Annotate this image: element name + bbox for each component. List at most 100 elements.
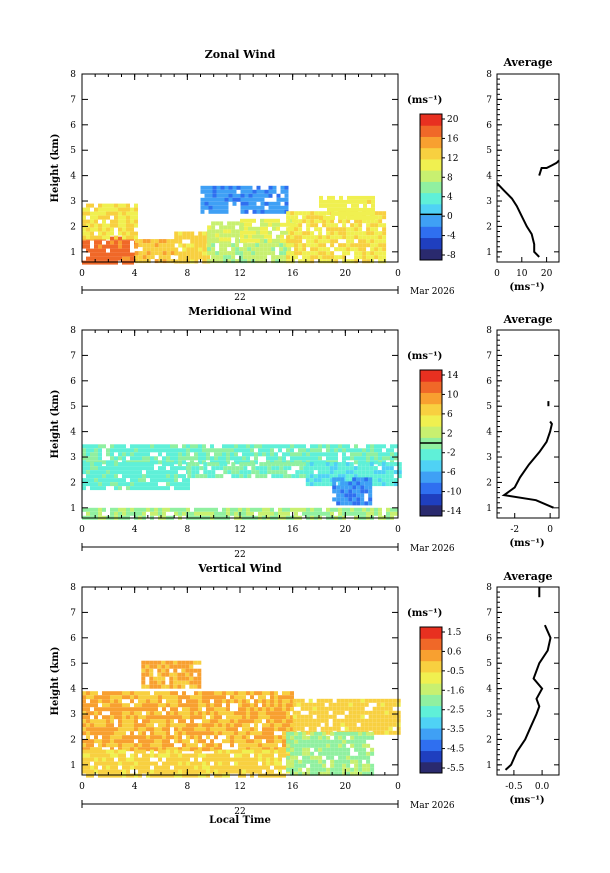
meridional-xtick-label: 0: [395, 525, 401, 535]
meridional-avg-ytick-label: 3: [486, 453, 492, 463]
zonal-ytick-label: 4: [70, 172, 76, 182]
zonal-avg-ytick-label: 1: [486, 248, 492, 258]
meridional-xtick-label: 4: [132, 525, 138, 535]
vertical-colorbar-segment: [420, 638, 442, 650]
zonal-ylabel: Height (km): [50, 134, 61, 203]
meridional-colorbar-segment: [420, 403, 442, 416]
zonal-region: [200, 185, 289, 214]
meridional-avg-xtick-label: 0: [547, 525, 553, 535]
vertical-xtick-label: 8: [184, 782, 190, 792]
zonal-colorbar-label: -8: [447, 251, 456, 261]
zonal-avg-xlabel: (ms⁻¹): [509, 282, 544, 293]
vertical-colorbar-segment: [420, 716, 442, 729]
zonal-ytick-label: 5: [70, 146, 76, 156]
meridional-ytick-label: 7: [70, 351, 76, 361]
zonal-colorbar-label: 20: [447, 115, 459, 125]
zonal-ytick-label: 8: [70, 70, 76, 80]
zonal-avg-profile: 1 2 3 4 5 6 7 8 0 10 20: [486, 70, 560, 279]
vertical-colorbar-segment: [420, 671, 442, 684]
vertical-region: [82, 749, 294, 778]
meridional-avg-line: [501, 420, 555, 509]
zonal-colorbar-label: 0: [447, 212, 453, 222]
zonal-colorbar-segment: [420, 170, 442, 182]
vertical-avg-ytick-label: 7: [486, 608, 492, 618]
vertical-avg-ytick-label: 6: [486, 634, 492, 644]
zonal-colorbar-segment: [420, 158, 442, 171]
zonal-colorbar-label: 4: [447, 193, 453, 203]
vertical-avg-line: [504, 624, 552, 771]
meridional-colorbar-segment: [420, 482, 442, 495]
vertical-avg-ytick-label: 2: [486, 735, 492, 745]
meridional-colorbar-segment: [420, 381, 442, 393]
vertical-xtick-label: 0: [395, 782, 401, 792]
zonal-avg-frame: [496, 73, 560, 263]
vertical-xlabel: Local Time: [209, 815, 271, 826]
meridional-heatmap: [82, 444, 402, 520]
vertical-colorbar-label: -0.5: [447, 667, 465, 677]
vertical-ytick-label: 3: [70, 710, 76, 720]
meridional-avg-xlabel: (ms⁻¹): [509, 538, 544, 549]
vertical-colorbar-segment: [420, 761, 442, 774]
vertical-ytick-label: 5: [70, 659, 76, 669]
zonal-colorbar-segment: [420, 147, 442, 160]
meridional-colorbar-label: -10: [447, 488, 462, 498]
zonal-xtick-label: 20: [340, 269, 352, 279]
vertical-colorbar-segment: [420, 739, 442, 752]
vertical-avg-ytick-label: 8: [486, 583, 492, 593]
zonal-xtick-label: 16: [287, 269, 299, 279]
meridional-colorbar-label: 14: [447, 371, 459, 381]
zonal-colorbar-segment: [420, 136, 442, 149]
zonal-avg-ytick-label: 8: [486, 70, 492, 80]
vertical-region: [82, 691, 294, 752]
zonal-region: [134, 239, 175, 264]
meridional-xtick-label: 8: [184, 525, 190, 535]
zonal-colorbar-segment: [420, 215, 442, 227]
zonal-avg-ytick-label: 2: [486, 222, 492, 232]
zonal-xtick-label: 8: [184, 269, 190, 279]
zonal-region: [174, 231, 211, 264]
vertical-avg-ytick-label: 3: [486, 710, 492, 720]
zonal-xtick-label: 0: [395, 269, 401, 279]
zonal-avg-line-upper: [538, 159, 560, 176]
zonal-xtick-label: 0: [79, 269, 85, 279]
vertical-colorbar-segment: [420, 750, 442, 763]
meridional-colorbar-label: 2: [447, 429, 453, 439]
zonal-colorbar-frame: [419, 113, 443, 261]
meridional-colorbar-segment: [420, 504, 442, 517]
meridional-ytick-label: 4: [70, 428, 76, 438]
meridional-avg-ytick-label: 1: [486, 504, 492, 514]
vertical-region: [286, 731, 375, 776]
vertical-date-bar: 22 Mar 2026: [81, 800, 455, 817]
zonal-ytick-label: 3: [70, 197, 76, 207]
vertical-avg-ytick-label: 4: [486, 685, 492, 695]
meridional-colorbar-label: -14: [447, 507, 462, 517]
vertical-avg-profile: 1 2 3 4 5 6 7 8 -0.5 0.0: [486, 583, 559, 792]
meridional-avg-ytick-label: 5: [486, 402, 492, 412]
zonal-colorbar-segment: [420, 125, 442, 137]
meridional-xtick-label: 20: [340, 525, 352, 535]
zonal-avg-xtick-label: 20: [541, 269, 553, 279]
vertical-ytick-label: 1: [70, 761, 76, 771]
vertical-avg-xtick-label: 0.0: [535, 782, 550, 792]
vertical-colorbar-frame: [419, 626, 443, 774]
vertical-xtick-label: 12: [234, 782, 245, 792]
vertical-heatmap: [82, 660, 401, 778]
meridional-colorbar-segment: [420, 493, 442, 506]
meridional-colorbar-label: -6: [447, 468, 456, 478]
vertical-colorbar: 1.5 0.6 -0.5 -1.6 -2.5 -3.5 -4.5 -5.5: [419, 626, 465, 774]
zonal-colorbar-label: 12: [447, 154, 458, 164]
vertical-colorbar-segment: [420, 728, 442, 740]
zonal-avg-title: Average: [502, 56, 552, 69]
meridional-region: [187, 462, 308, 479]
meridional-xtick-label: 16: [287, 525, 299, 535]
meridional-colorbar-segment: [420, 414, 442, 427]
zonal-colorbar-unit: (ms⁻¹): [407, 95, 442, 106]
meridional-colorbar-unit: (ms⁻¹): [407, 351, 442, 362]
meridional-xtick-label: 12: [234, 525, 245, 535]
zonal-ytick-label: 6: [70, 121, 76, 131]
vertical-colorbar-segment: [420, 683, 442, 695]
zonal-colorbar-segment: [420, 114, 442, 126]
